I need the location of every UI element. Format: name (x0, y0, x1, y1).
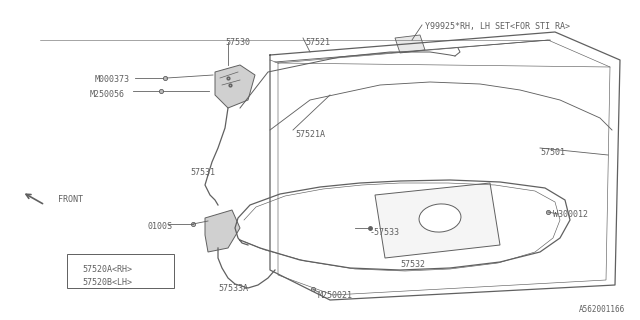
Text: M000373: M000373 (95, 75, 130, 84)
Text: 57521A: 57521A (295, 130, 325, 139)
Text: 57533A: 57533A (218, 284, 248, 293)
Text: -57533: -57533 (370, 228, 400, 237)
Text: M250021: M250021 (318, 291, 353, 300)
Text: 0100S: 0100S (148, 222, 173, 231)
Polygon shape (215, 65, 255, 108)
Text: 57530: 57530 (225, 38, 250, 47)
Text: M250056: M250056 (90, 90, 125, 99)
Text: FRONT: FRONT (58, 195, 83, 204)
Text: 57531: 57531 (190, 168, 215, 177)
Text: A562001166: A562001166 (579, 305, 625, 314)
Text: Y99925*RH, LH SET<FOR STI RA>: Y99925*RH, LH SET<FOR STI RA> (425, 22, 570, 31)
Polygon shape (205, 210, 240, 252)
Ellipse shape (419, 204, 461, 232)
Text: 57521: 57521 (305, 38, 330, 47)
Text: 57501: 57501 (540, 148, 565, 157)
Text: 57532: 57532 (400, 260, 425, 269)
Text: W300012: W300012 (553, 210, 588, 219)
Polygon shape (395, 35, 425, 53)
Text: 57520B<LH>: 57520B<LH> (82, 278, 132, 287)
Text: 57520A<RH>: 57520A<RH> (82, 265, 132, 274)
Polygon shape (375, 183, 500, 258)
